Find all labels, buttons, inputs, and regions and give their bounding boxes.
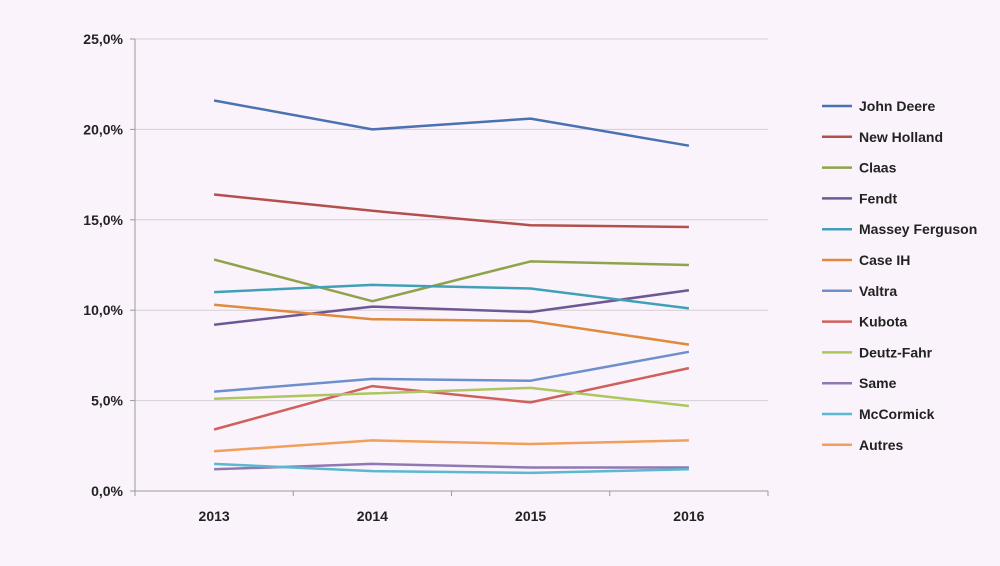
legend-label-john-deere: John Deere <box>859 98 935 114</box>
legend-label-valtra: Valtra <box>859 283 897 299</box>
legend-label-autres: Autres <box>859 437 904 453</box>
series-line-kubota <box>213 366 690 431</box>
legend-label-mccormick: McCormick <box>859 406 935 422</box>
series-line-new-holland <box>213 193 689 229</box>
legend-label-deutz-fahr: Deutz-Fahr <box>859 344 933 360</box>
axes: 0,0% 5,0% 10,0% 15,0% 20,0% 25,0% 2013 2014 2015… <box>83 31 769 524</box>
series-line-valtra <box>214 350 690 393</box>
x-tick-label: 2015 <box>515 508 546 524</box>
series-line-autres <box>214 439 689 453</box>
y-tick-label: 20,0% <box>83 121 123 137</box>
y-tick-label: 10,0% <box>83 302 123 318</box>
x-tick-label: 2016 <box>673 508 704 524</box>
series-line-massey-ferguson <box>214 283 690 310</box>
legend-label-massey-ferguson: Massey Ferguson <box>859 221 977 237</box>
y-tick-label: 15,0% <box>83 212 123 228</box>
series-lines <box>213 99 690 475</box>
y-tick-label: 25,0% <box>83 31 123 47</box>
series-line-deutz-fahr <box>214 386 690 408</box>
series-line-case-ih <box>213 303 690 346</box>
series-line-claas <box>213 258 689 303</box>
x-tick-label: 2013 <box>199 508 230 524</box>
series-line-fendt <box>213 289 690 326</box>
legend-label-same: Same <box>859 375 897 391</box>
legend: John Deere New Holland Claas Fendt Massey Fe… <box>822 98 977 453</box>
gridlines <box>135 38 768 402</box>
legend-label-kubota: Kubota <box>859 314 907 330</box>
x-tick-label: 2014 <box>357 508 388 524</box>
y-tick-label: 0,0% <box>91 483 123 499</box>
series-line-john-deere <box>213 99 690 147</box>
legend-label-case-ih: Case IH <box>859 252 910 268</box>
legend-label-new-holland: New Holland <box>859 129 943 145</box>
legend-label-fendt: Fendt <box>859 190 897 206</box>
legend-label-claas: Claas <box>859 160 897 176</box>
y-tick-label: 5,0% <box>91 393 123 409</box>
series-line-mccormick <box>214 462 689 475</box>
